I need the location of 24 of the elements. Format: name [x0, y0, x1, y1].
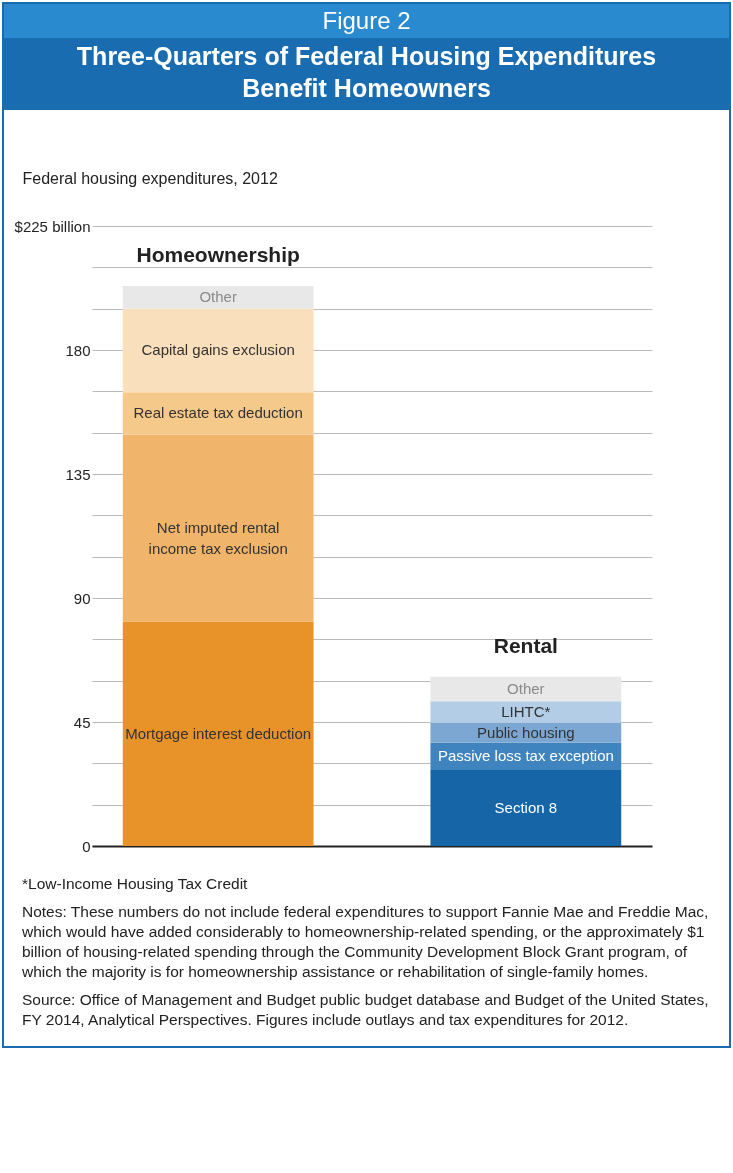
y-tick-label: $225 billion [14, 217, 91, 235]
series-label: Net imputed rental income tax exclusion [148, 519, 288, 558]
series-label: Public housing [477, 723, 575, 741]
chart-subtitle: Figure 2 [4, 4, 729, 38]
chart-title: Three-Quarters of Federal Housing Expenditures Benefit Homeowners [4, 38, 729, 110]
y-tick-label: 0 [82, 837, 91, 855]
series-label: LIHTC* [501, 703, 551, 721]
series-label: Capital gains exclusion [141, 341, 295, 359]
x-tick-label: Rental [493, 633, 558, 657]
source-note: Source: Office of Management and Budget public budget database and Budget of the United States, FY 2014, Analytical Perspectives. Figures include outlays and tax expenditures for 2012. [22, 990, 710, 1030]
series-label: Real estate tax deduction [133, 404, 303, 422]
y-tick-label: 90 [73, 589, 91, 607]
series-label: Section 8 [494, 798, 558, 816]
series-label: Passive loss tax exception [437, 747, 614, 765]
text: *Low-Income Housing Tax Credit [22, 874, 249, 894]
x-tick-label: Homeownership [136, 243, 300, 267]
y-tick-label: 135 [65, 465, 91, 483]
y-axis-title: Federal housing expenditures, 2012 [22, 169, 278, 187]
y-tick-label: 180 [65, 341, 91, 359]
series-label: Other [199, 288, 237, 306]
series-label: Mortgage interest deduction [125, 724, 312, 742]
y-tick-label: 45 [73, 713, 91, 731]
text: Notes: These numbers do not include federal expenditures to support Fannie Mae and Freddie Mac, which would have added considerably to homeownership-related spending, or the approximately $1 billion of housing-related spending through the Community Development Block Grant program, of which the majority is for homeownership assistance or rehabilitation of single-family homes. [22, 902, 710, 982]
series-label: Other [507, 680, 545, 698]
